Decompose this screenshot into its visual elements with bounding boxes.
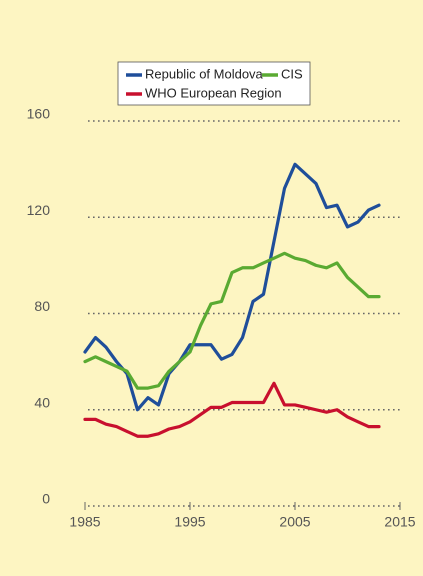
x-tick-label: 2005 — [279, 514, 310, 530]
legend-label: WHO European Region — [145, 85, 282, 100]
legend-box — [117, 61, 311, 106]
legend-label: CIS — [281, 66, 303, 81]
y-tick-label: 120 — [27, 202, 51, 218]
legend-label: Republic of Moldova — [145, 66, 264, 81]
x-tick-label: 1985 — [69, 514, 100, 530]
y-tick-label: 40 — [34, 394, 50, 410]
x-tick-label: 1995 — [174, 514, 205, 530]
legend: Republic of Moldova CIS WHO European Regio… — [126, 66, 303, 100]
y-tick-label: 160 — [27, 106, 51, 122]
x-tick-label: 2015 — [384, 514, 415, 530]
y-tick-label: 0 — [42, 491, 50, 507]
series-line — [83, 381, 381, 438]
y-tick-label: 80 — [34, 298, 50, 314]
series-line — [83, 251, 381, 390]
series-line — [83, 162, 381, 412]
